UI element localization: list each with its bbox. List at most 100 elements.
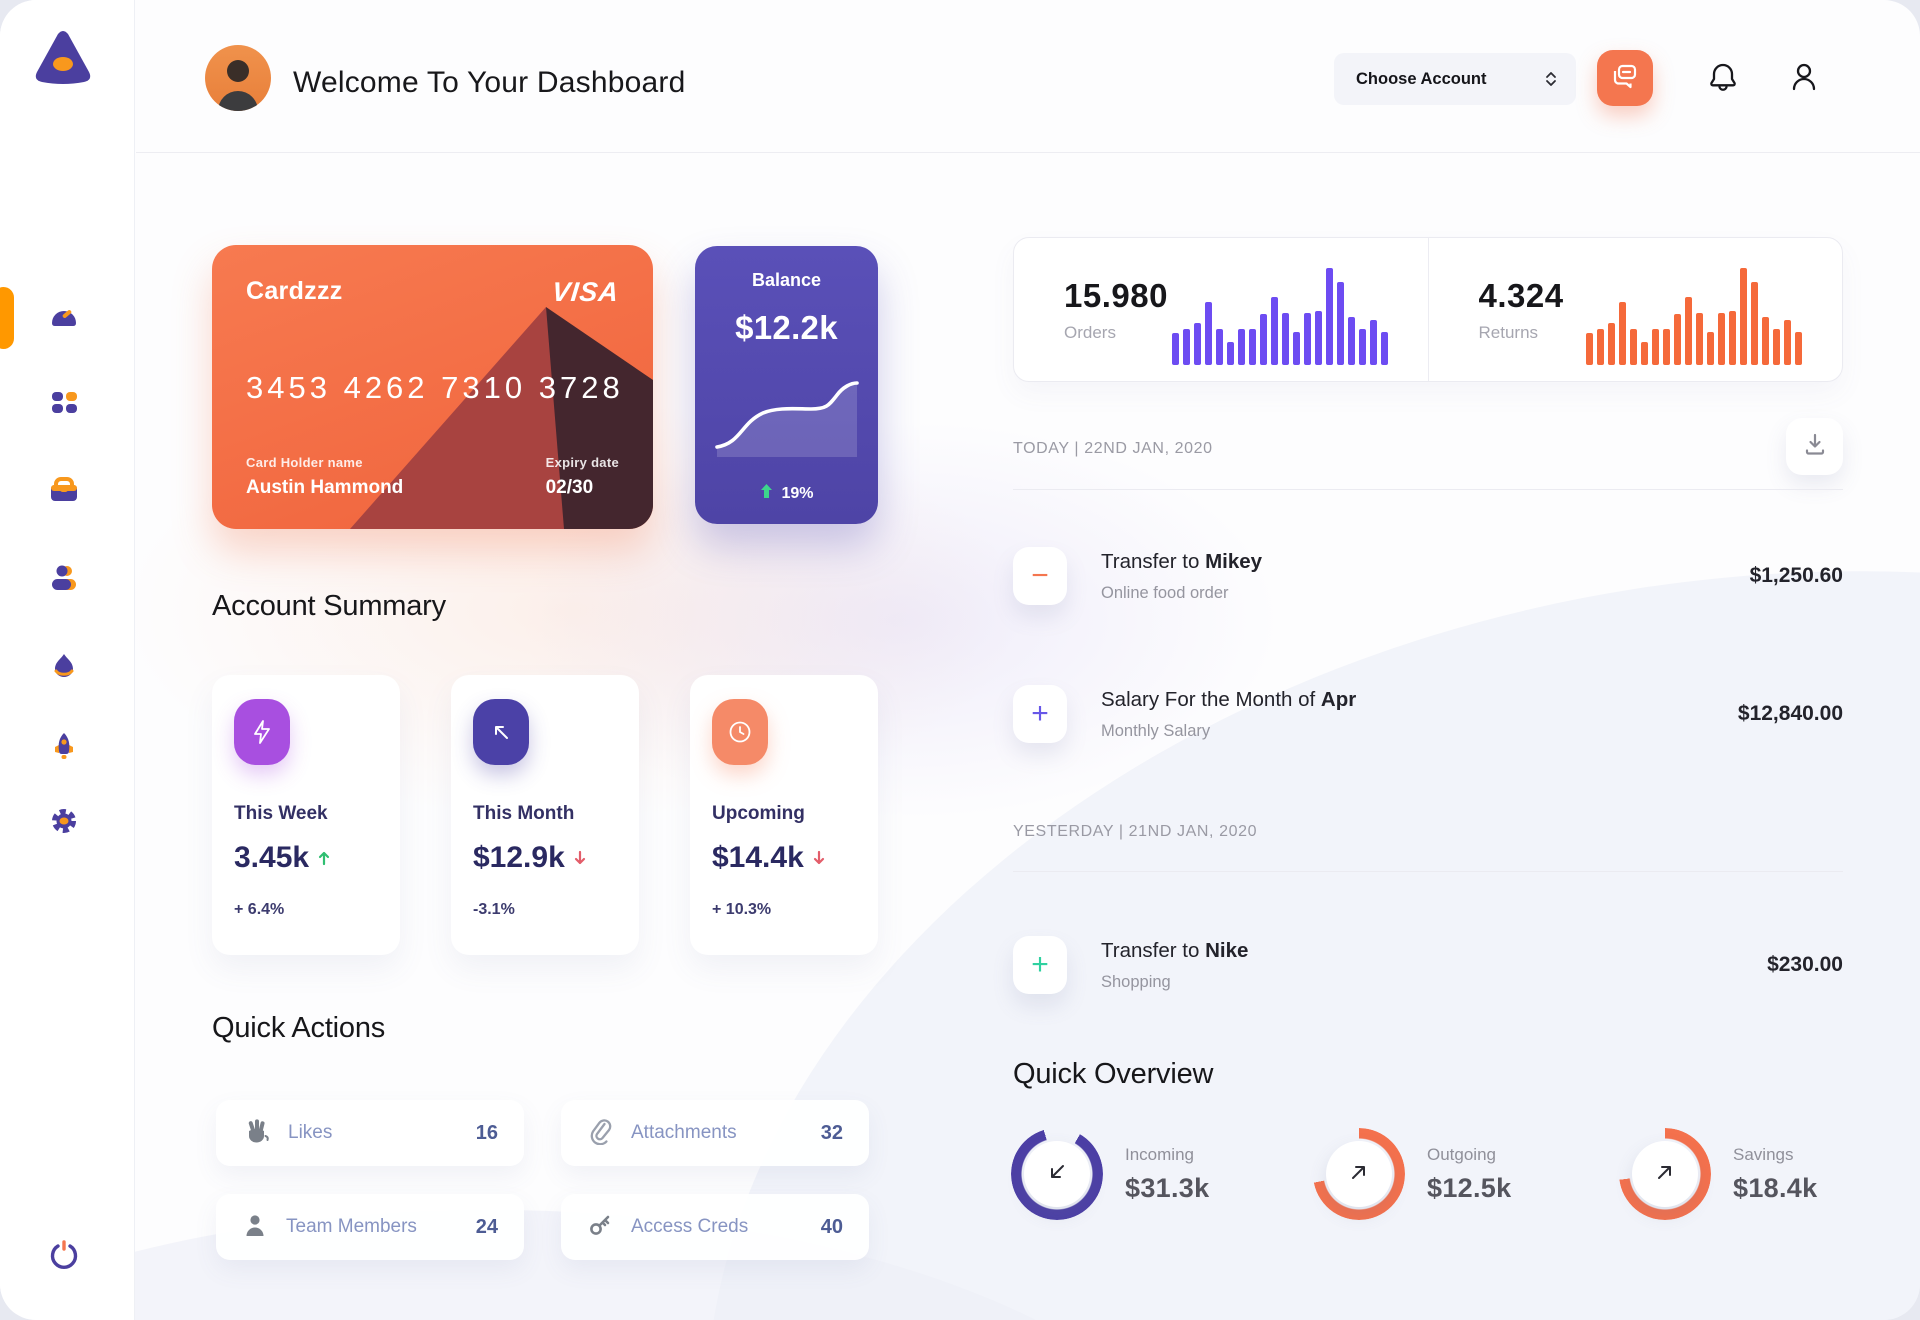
sidebar-item-team[interactable] xyxy=(46,562,82,598)
summary-delta: + 6.4% xyxy=(234,901,285,918)
minus-icon: − xyxy=(1031,559,1049,592)
header-divider xyxy=(136,152,1920,153)
quick-action-label: Likes xyxy=(288,1122,333,1143)
card-pyramid-decoration xyxy=(350,307,653,529)
arrow-up-right-icon xyxy=(1652,1159,1678,1190)
transaction-row[interactable]: + Transfer to Nike Shopping $230.00 xyxy=(1013,932,1843,998)
date-header-today: TODAY | 22ND JAN, 2020 xyxy=(1013,440,1213,457)
overview-outgoing: Outgoing $12.5k xyxy=(1313,1128,1511,1220)
overview-value: $18.4k xyxy=(1733,1172,1818,1203)
card-holder-label: Card Holder name xyxy=(246,455,363,470)
transaction-amount: $12,840.00 xyxy=(1737,702,1843,725)
balance-label: Balance xyxy=(751,270,822,290)
plus-icon: + xyxy=(1031,948,1049,981)
summary-value: $12.9k xyxy=(473,841,565,874)
user-avatar[interactable] xyxy=(205,45,271,111)
notifications-button[interactable] xyxy=(1705,61,1741,97)
expiry-date: 02/30 xyxy=(545,477,594,498)
quick-action-team-members[interactable]: Team Members 24 xyxy=(216,1194,524,1260)
transaction-title: Salary For the Month of Apr xyxy=(1101,687,1357,711)
transaction-row[interactable]: + Salary For the Month of Apr Monthly Sa… xyxy=(1013,681,1843,747)
orders-bar-chart xyxy=(1171,268,1388,365)
quick-action-access-creds[interactable]: Access Creds 40 xyxy=(561,1194,869,1260)
summary-delta: + 10.3% xyxy=(712,901,772,918)
messages-button[interactable] xyxy=(1597,50,1653,106)
quick-action-attachments[interactable]: Attachments 32 xyxy=(561,1100,869,1166)
transaction-amount: $1,250.60 xyxy=(1749,564,1843,587)
quick-action-value: 32 xyxy=(820,1121,843,1144)
power-icon xyxy=(46,1240,82,1278)
summary-card-this-week[interactable]: This Week 3.45k + 6.4% xyxy=(212,675,400,955)
returns-bar-chart xyxy=(1586,268,1802,365)
sidebar xyxy=(0,0,135,1320)
quick-action-likes[interactable]: Likes 16 xyxy=(216,1100,524,1166)
returns-stat: 4.324 Returns xyxy=(1427,238,1843,381)
orders-stat: 15.980 Orders xyxy=(1014,238,1428,381)
gear-icon xyxy=(48,805,80,842)
overview-label: Incoming xyxy=(1125,1144,1194,1164)
overview-label: Savings xyxy=(1733,1144,1794,1164)
sidebar-item-settings[interactable] xyxy=(46,805,82,841)
sidebar-item-activity[interactable] xyxy=(46,650,82,686)
transaction-title: Transfer to Mikey xyxy=(1101,549,1263,573)
gauge-icon xyxy=(48,299,80,336)
logout-button[interactable] xyxy=(46,1238,82,1279)
download-icon xyxy=(1802,431,1828,462)
app-logo[interactable] xyxy=(32,28,94,91)
summary-label: This Month xyxy=(473,803,575,824)
balance-trend-chart xyxy=(714,381,859,457)
transaction-amount: $230.00 xyxy=(1767,953,1843,976)
card-name: Cardzzz xyxy=(246,277,343,305)
paperclip-icon xyxy=(587,1117,613,1150)
profile-icon xyxy=(1787,60,1821,99)
arrow-up-left-icon xyxy=(473,699,529,765)
trend-up-icon xyxy=(759,483,774,504)
profile-button[interactable] xyxy=(1786,61,1822,97)
member-icon xyxy=(242,1212,268,1243)
bell-icon xyxy=(1706,60,1740,99)
flame-icon xyxy=(49,651,79,686)
briefcase-icon xyxy=(48,474,80,511)
section-divider xyxy=(1013,489,1843,490)
key-icon xyxy=(587,1212,613,1243)
sidebar-active-indicator xyxy=(0,287,14,349)
credit-card[interactable]: Cardzzz VISA 3453 4262 7310 3728 Card Ho… xyxy=(212,245,653,529)
transaction-subtitle: Monthly Salary xyxy=(1101,721,1211,740)
quick-action-value: 16 xyxy=(475,1121,498,1144)
rocket-icon xyxy=(49,731,79,766)
transaction-title: Transfer to Nike xyxy=(1101,938,1249,962)
plus-icon: + xyxy=(1031,697,1049,730)
transaction-row[interactable]: − Transfer to Mikey Online food order $1… xyxy=(1013,543,1843,609)
quick-action-label: Access Creds xyxy=(631,1216,749,1237)
orders-value: 15.980 xyxy=(1064,276,1168,314)
people-icon xyxy=(48,562,80,599)
sidebar-item-dashboard[interactable] xyxy=(46,299,82,335)
transaction-subtitle: Shopping xyxy=(1101,972,1171,991)
returns-label: Returns xyxy=(1478,322,1539,342)
sidebar-item-apps[interactable] xyxy=(46,387,82,423)
summary-value: $14.4k xyxy=(712,841,804,874)
returns-value: 4.324 xyxy=(1478,276,1564,314)
overview-incoming: Incoming $31.3k xyxy=(1011,1128,1209,1220)
sidebar-item-work[interactable] xyxy=(46,474,82,510)
arrow-up-right-icon xyxy=(1346,1159,1372,1190)
card-holder-name: Austin Hammond xyxy=(246,477,404,498)
sidebar-item-launch[interactable] xyxy=(46,730,82,766)
overview-savings: Savings $18.4k xyxy=(1619,1128,1817,1220)
overview-label: Outgoing xyxy=(1427,1144,1496,1164)
download-button[interactable] xyxy=(1786,418,1843,475)
account-selector[interactable]: Choose Account xyxy=(1334,53,1576,105)
quick-action-value: 24 xyxy=(475,1215,498,1238)
balance-card[interactable]: Balance $12.2k 19% xyxy=(695,246,878,524)
account-summary-title: Account Summary xyxy=(212,590,446,622)
summary-card-upcoming[interactable]: Upcoming $14.4k + 10.3% xyxy=(690,675,878,955)
summary-value: 3.45k xyxy=(234,841,310,874)
transaction-subtitle: Online food order xyxy=(1101,583,1229,602)
arrow-down-icon xyxy=(574,850,585,865)
summary-card-this-month[interactable]: This Month $12.9k -3.1% xyxy=(451,675,639,955)
overview-value: $31.3k xyxy=(1125,1172,1210,1203)
overview-value: $12.5k xyxy=(1427,1172,1512,1203)
visa-logo: VISA xyxy=(550,277,621,307)
balance-delta: 19% xyxy=(781,484,814,502)
